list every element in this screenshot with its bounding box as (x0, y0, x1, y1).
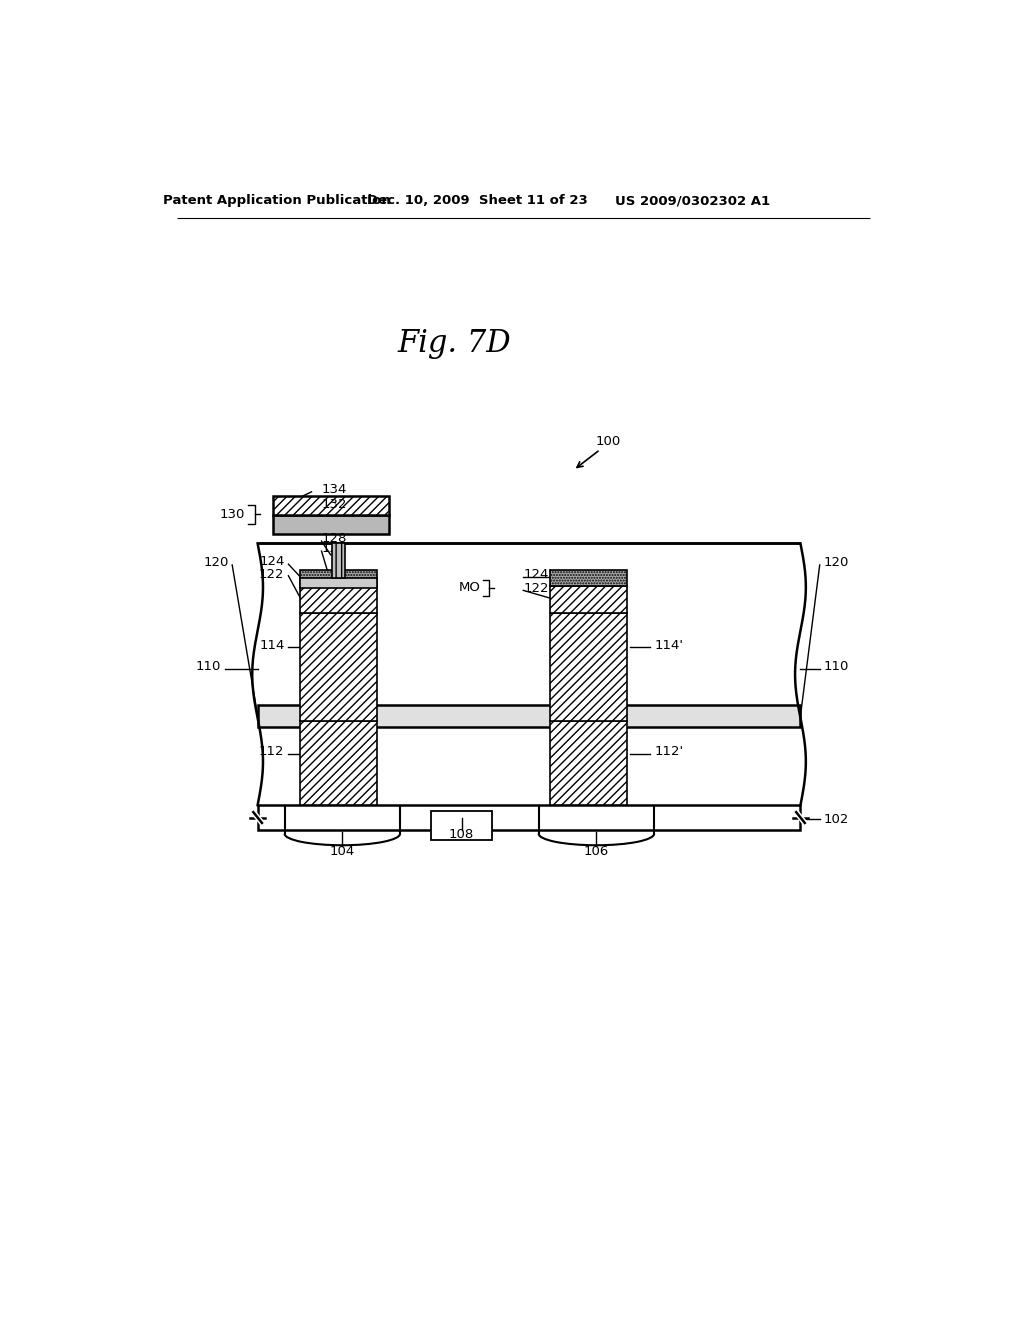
Text: 104: 104 (330, 845, 355, 858)
Text: 134: 134 (322, 483, 347, 496)
Text: MO: MO (459, 581, 481, 594)
Text: 102: 102 (823, 813, 849, 825)
Text: 100: 100 (595, 436, 621, 449)
Bar (550, 570, 628, 586)
Text: Dec. 10, 2009  Sheet 11 of 23: Dec. 10, 2009 Sheet 11 of 23 (367, 194, 588, 207)
Bar (431, 812, 493, 840)
Bar (550, 612, 628, 721)
Text: 114: 114 (259, 639, 285, 652)
Bar (258, 805, 801, 830)
Bar (300, 612, 377, 721)
Text: 132: 132 (322, 499, 347, 511)
Text: 112: 112 (259, 744, 285, 758)
Bar (273, 496, 388, 515)
Text: 108: 108 (450, 828, 474, 841)
Bar (300, 570, 377, 586)
Bar (300, 578, 377, 589)
Text: 130: 130 (219, 508, 245, 520)
Text: 112': 112' (654, 744, 683, 758)
Text: Fig. 7D: Fig. 7D (397, 327, 511, 359)
Bar (300, 721, 377, 805)
Text: 114': 114' (654, 639, 683, 652)
Bar (332, 544, 345, 578)
Bar (550, 721, 628, 805)
Text: 120: 120 (204, 556, 229, 569)
Bar (300, 586, 377, 612)
Text: 128: 128 (322, 532, 347, 545)
Text: 106: 106 (584, 845, 609, 858)
Text: 110: 110 (196, 660, 221, 673)
Text: 110: 110 (823, 660, 849, 673)
Text: Patent Application Publication: Patent Application Publication (163, 194, 391, 207)
Text: 124': 124' (523, 568, 552, 581)
Bar (273, 515, 388, 535)
Text: 122': 122' (523, 582, 552, 594)
Bar (258, 705, 801, 726)
Text: 120: 120 (823, 556, 849, 569)
Text: 122: 122 (259, 568, 285, 581)
Bar (550, 586, 628, 612)
Text: 126: 126 (322, 543, 347, 556)
Text: US 2009/0302302 A1: US 2009/0302302 A1 (615, 194, 770, 207)
Text: 124: 124 (259, 556, 285, 569)
